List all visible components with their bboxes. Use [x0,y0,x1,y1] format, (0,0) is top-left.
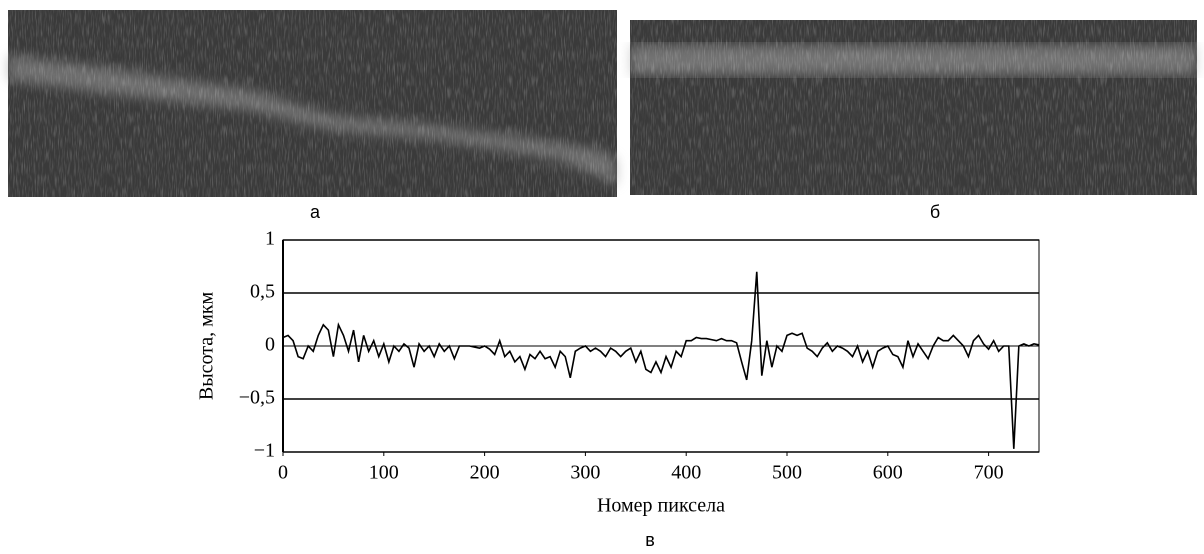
x-tick-label: 300 [570,462,600,484]
image-a [8,10,617,197]
y-tick-label: −1 [254,440,275,462]
y-axis-label: Высота, мкм [196,292,218,401]
y-tick-label: 0 [265,334,275,356]
panel-label: а [310,202,321,222]
panel-label: б [930,202,940,222]
x-tick-label: 200 [470,462,500,484]
data-line [282,271,1040,449]
x-tick-label: 400 [671,462,701,484]
x-tick-label: 600 [873,462,903,484]
y-tick-label: 0,5 [250,281,275,303]
y-tick-label: −0,5 [239,387,275,409]
panel-label: в [645,530,655,549]
image-b [630,20,1197,195]
x-tick-label: 700 [974,462,1004,484]
x-tick-label: 500 [772,462,802,484]
x-axis-label: Номер пиксела [597,495,725,517]
x-tick-label: 100 [369,462,399,484]
y-tick-label: 1 [265,228,275,250]
x-tick-label: 0 [278,462,288,484]
